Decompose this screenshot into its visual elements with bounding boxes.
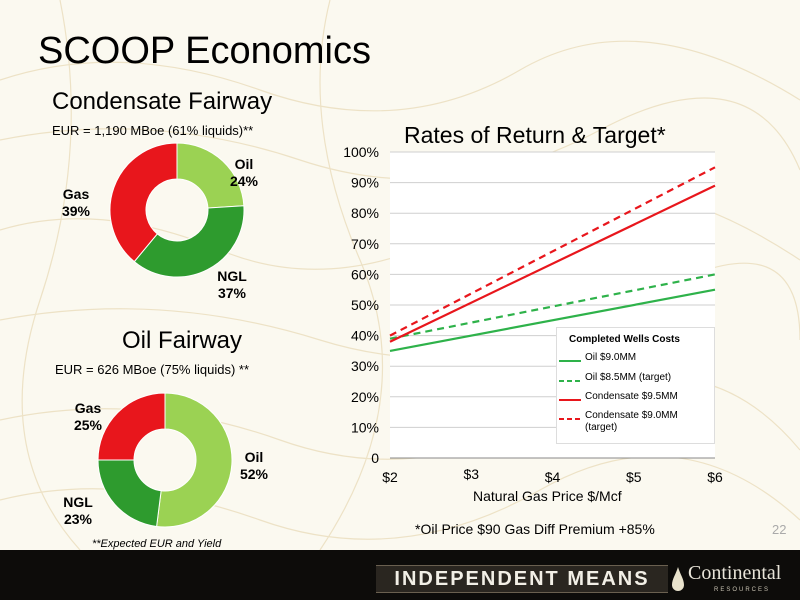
condensate-ngl-name: NGL xyxy=(217,268,247,284)
y-tick-label: 30% xyxy=(351,358,379,374)
oil-fairway-ngl-name: NGL xyxy=(63,494,93,510)
y-tick-label: 80% xyxy=(351,205,379,221)
y-tick-label: 40% xyxy=(351,328,379,344)
oil-fairway-gas-label: Gas 25% xyxy=(66,400,110,434)
series-line xyxy=(389,273,716,340)
oil-fairway-donut-chart xyxy=(97,392,233,528)
y-tick-label: 50% xyxy=(351,297,379,313)
series-line xyxy=(389,184,716,343)
series-line xyxy=(389,166,716,337)
y-tick-label: 20% xyxy=(351,389,379,405)
x-axis-label: Natural Gas Price $/Mcf xyxy=(473,488,622,504)
oil-fairway-title: Oil Fairway xyxy=(122,327,243,354)
brand-name: Continental xyxy=(688,562,782,584)
eur-footnote: **Expected EUR and Yield xyxy=(92,538,222,550)
rates-of-return-chart: 0 10% 20% 30% 40% 50% 60% 70% 80% 90% 100% $2 $3 $4 $5… xyxy=(343,144,723,485)
condensate-title: Condensate Fairway xyxy=(52,88,273,115)
oil-fairway-eur: EUR = 626 MBoe (75% liquids) ** xyxy=(55,362,250,377)
oil-fairway-oil-name: Oil xyxy=(244,449,264,465)
donut-slice-oil xyxy=(156,392,233,528)
condensate-eur: EUR = 1,190 MBoe (61% liquids)** xyxy=(52,123,254,138)
condensate-oil-value: 24% xyxy=(229,173,259,189)
legend-label: Condensate $9.5MM xyxy=(585,391,678,402)
x-tick-label: $3 xyxy=(463,466,479,482)
legend-swatch-condensate-9-0-target xyxy=(559,418,581,420)
x-tick-label: $2 xyxy=(382,469,398,485)
condensate-gas-value: 39% xyxy=(61,203,91,219)
condensate-oil-label: Oil 24% xyxy=(222,156,266,190)
legend-swatch-condensate-9-5 xyxy=(559,399,581,401)
oil-fairway-ngl-label: NGL 23% xyxy=(56,494,100,528)
condensate-gas-name: Gas xyxy=(62,186,90,202)
x-tick-label: $5 xyxy=(626,469,642,485)
y-tick-label: 90% xyxy=(351,175,379,191)
line-chart-title: Rates of Return & Target* xyxy=(404,122,666,148)
donut-slice-ngl xyxy=(133,205,245,278)
y-tick-label: 10% xyxy=(351,419,379,435)
oil-fairway-oil-value: 52% xyxy=(239,466,269,482)
oil-drop-logo-icon xyxy=(672,567,684,591)
condensate-ngl-value: 37% xyxy=(217,285,247,301)
condensate-donut-chart xyxy=(109,142,245,278)
legend-label: Condensate $9.0MM (target) xyxy=(585,410,678,433)
brand-subtitle: RESOURCES xyxy=(714,587,771,593)
chart-footnote: *Oil Price $90 Gas Diff Premium +85% xyxy=(415,521,655,537)
legend-label: Oil $8.5MM (target) xyxy=(585,372,672,383)
oil-fairway-oil-label: Oil 52% xyxy=(232,449,276,483)
slide-title: SCOOP Economics xyxy=(38,30,371,72)
legend-swatch-oil-9-0 xyxy=(559,360,581,362)
x-tick-label: $4 xyxy=(545,469,561,485)
y-tick-label: 100% xyxy=(343,144,379,160)
legend-swatch-oil-8-5-target xyxy=(559,380,581,382)
legend-title: Completed Wells Costs xyxy=(569,334,680,345)
y-tick-label: 70% xyxy=(351,236,379,252)
condensate-ngl-label: NGL 37% xyxy=(210,268,254,302)
donut-slice-ngl xyxy=(97,459,162,528)
condensate-gas-label: Gas 39% xyxy=(54,186,98,220)
page-number: 22 xyxy=(772,522,787,537)
y-tick-label: 0 xyxy=(371,450,379,466)
x-tick-label: $6 xyxy=(707,469,723,485)
oil-fairway-gas-value: 25% xyxy=(73,417,103,433)
legend-label: Oil $9.0MM xyxy=(585,352,637,363)
legend: Completed Wells Costs Oil $9.0MM Oil $8.… xyxy=(556,327,715,444)
y-tick-label: 60% xyxy=(351,266,379,282)
oil-fairway-gas-name: Gas xyxy=(74,400,102,416)
donut-slice-gas xyxy=(109,142,178,263)
series-line xyxy=(389,288,716,352)
donut-slice-gas xyxy=(97,392,166,461)
condensate-oil-name: Oil xyxy=(234,156,254,172)
oil-fairway-ngl-value: 23% xyxy=(63,511,93,527)
footer-tagline: INDEPENDENT MEANS xyxy=(376,565,668,593)
